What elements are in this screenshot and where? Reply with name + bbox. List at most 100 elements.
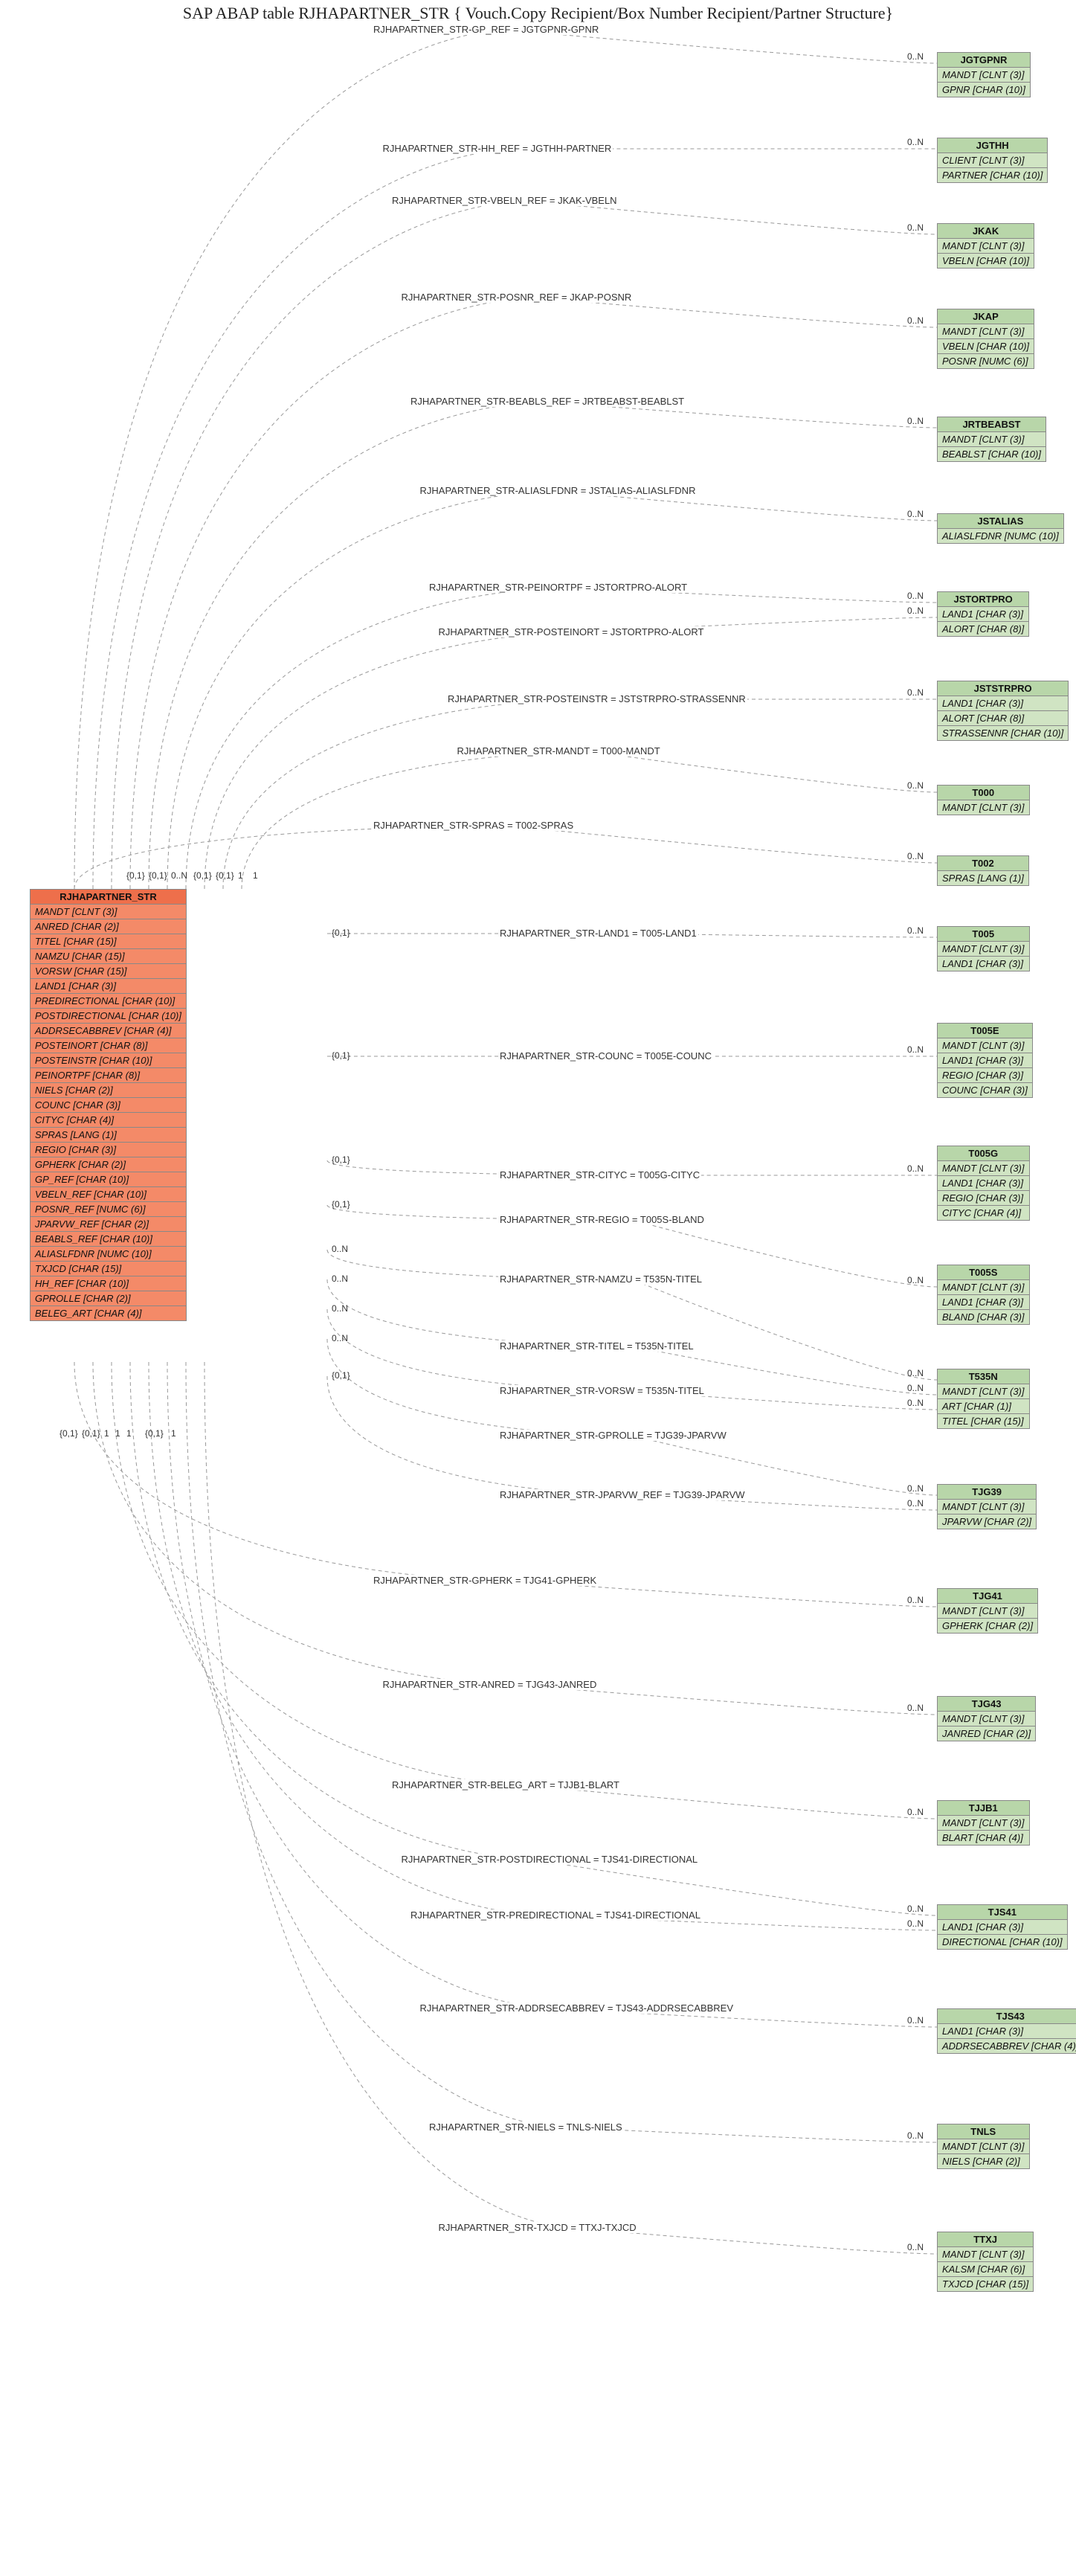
edge-label: RJHAPARTNER_STR-CITYC = T005G-CITYC bbox=[498, 1169, 701, 1181]
entity-field: MANDT [CLNT (3)] bbox=[30, 905, 187, 919]
cardinality-left: 0..N bbox=[171, 870, 187, 881]
entity-field: JPARVW_REF [CHAR (2)] bbox=[30, 1217, 187, 1232]
cardinality-right: 0..N bbox=[907, 2015, 924, 2026]
entity-field: MANDT [CLNT (3)] bbox=[938, 1038, 1033, 1053]
cardinality-right: 0..N bbox=[907, 1703, 924, 1713]
entity-field: TXJCD [CHAR (15)] bbox=[30, 1262, 187, 1276]
entity-field: POSTEINSTR [CHAR (10)] bbox=[30, 1053, 187, 1068]
entity-field: ADDRSECABBREV [CHAR (4)] bbox=[30, 1024, 187, 1038]
entity-field: VBELN [CHAR (10)] bbox=[938, 254, 1034, 269]
cardinality-left: {0,1} bbox=[332, 1199, 350, 1210]
entity-tjs43: TJS43LAND1 [CHAR (3)]ADDRSECABBREV [CHAR… bbox=[937, 2008, 1076, 2054]
entity-field: MANDT [CLNT (3)] bbox=[938, 239, 1034, 254]
entity-field: TXJCD [CHAR (15)] bbox=[938, 2277, 1034, 2292]
edge-label: RJHAPARTNER_STR-LAND1 = T005-LAND1 bbox=[498, 928, 698, 939]
cardinality-left: 1 bbox=[115, 1428, 120, 1439]
cardinality-left: {0,1} bbox=[193, 870, 212, 881]
entity-field: LAND1 [CHAR (3)] bbox=[938, 957, 1030, 971]
entity-field: JPARVW [CHAR (2)] bbox=[938, 1515, 1037, 1529]
entity-field: NIELS [CHAR (2)] bbox=[30, 1083, 187, 1098]
cardinality-left: 1 bbox=[171, 1428, 176, 1439]
edge-label: RJHAPARTNER_STR-COUNC = T005E-COUNC bbox=[498, 1050, 713, 1061]
entity-header: TJG39 bbox=[938, 1485, 1037, 1500]
entity-header: T000 bbox=[938, 786, 1030, 800]
entity-field: MANDT [CLNT (3)] bbox=[938, 1161, 1030, 1176]
entity-header: TTXJ bbox=[938, 2232, 1034, 2247]
entity-header: JSTALIAS bbox=[938, 514, 1064, 529]
entity-jrtbeabst: JRTBEABSTMANDT [CLNT (3)]BEABLST [CHAR (… bbox=[937, 417, 1046, 462]
cardinality-right: 0..N bbox=[907, 222, 924, 233]
edge-label: RJHAPARTNER_STR-PREDIRECTIONAL = TJS41-D… bbox=[409, 1909, 702, 1921]
entity-ttxj: TTXJMANDT [CLNT (3)]KALSM [CHAR (6)]TXJC… bbox=[937, 2232, 1034, 2292]
edge-label: RJHAPARTNER_STR-GPHERK = TJG41-GPHERK bbox=[372, 1575, 598, 1586]
cardinality-right: 0..N bbox=[907, 1368, 924, 1378]
entity-header: T005E bbox=[938, 1024, 1033, 1038]
entity-field: GP_REF [CHAR (10)] bbox=[30, 1172, 187, 1187]
entity-field: LAND1 [CHAR (3)] bbox=[938, 1295, 1030, 1310]
cardinality-right: 0..N bbox=[907, 51, 924, 62]
entity-jkap: JKAPMANDT [CLNT (3)]VBELN [CHAR (10)]POS… bbox=[937, 309, 1034, 369]
entity-field: SPRAS [LANG (1)] bbox=[30, 1128, 187, 1143]
entity-jststrpro: JSTSTRPROLAND1 [CHAR (3)]ALORT [CHAR (8)… bbox=[937, 681, 1069, 741]
cardinality-left: 1 bbox=[253, 870, 258, 881]
cardinality-left: {0,1} bbox=[126, 870, 145, 881]
entity-field: MANDT [CLNT (3)] bbox=[938, 1384, 1030, 1399]
cardinality-left: 1 bbox=[104, 1428, 109, 1439]
cardinality-left: 0..N bbox=[332, 1303, 348, 1314]
cardinality-left: {0,1} bbox=[332, 1154, 350, 1165]
entity-header: TJS43 bbox=[938, 2009, 1076, 2024]
entity-field: COUNC [CHAR (3)] bbox=[938, 1083, 1033, 1098]
entity-jgthh: JGTHHCLIENT [CLNT (3)]PARTNER [CHAR (10)… bbox=[937, 138, 1048, 183]
entity-field: MANDT [CLNT (3)] bbox=[938, 2139, 1030, 2154]
entity-field: POSNR [NUMC (6)] bbox=[938, 354, 1034, 369]
entity-field: ALORT [CHAR (8)] bbox=[938, 711, 1069, 726]
cardinality-right: 0..N bbox=[907, 1275, 924, 1285]
edge-label: RJHAPARTNER_STR-GPROLLE = TJG39-JPARVW bbox=[498, 1430, 728, 1441]
entity-t002: T002SPRAS [LANG (1)] bbox=[937, 855, 1029, 886]
entity-field: VBELN [CHAR (10)] bbox=[938, 339, 1034, 354]
entity-field: MANDT [CLNT (3)] bbox=[938, 68, 1031, 83]
edge-label: RJHAPARTNER_STR-NAMZU = T535N-TITEL bbox=[498, 1273, 703, 1285]
entity-field: MANDT [CLNT (3)] bbox=[938, 1712, 1036, 1727]
entity-field: VBELN_REF [CHAR (10)] bbox=[30, 1187, 187, 1202]
cardinality-left: {0,1} bbox=[145, 1428, 164, 1439]
entity-field: NIELS [CHAR (2)] bbox=[938, 2154, 1030, 2169]
entity-field: HH_REF [CHAR (10)] bbox=[30, 1276, 187, 1291]
entity-field: JANRED [CHAR (2)] bbox=[938, 1727, 1036, 1741]
entity-field: MANDT [CLNT (3)] bbox=[938, 1280, 1030, 1295]
entity-field: LAND1 [CHAR (3)] bbox=[938, 2024, 1076, 2039]
cardinality-right: 0..N bbox=[907, 687, 924, 698]
cardinality-left: {0,1} bbox=[332, 928, 350, 938]
entity-field: ART [CHAR (1)] bbox=[938, 1399, 1030, 1414]
cardinality-right: 0..N bbox=[907, 591, 924, 601]
entity-t000: T000MANDT [CLNT (3)] bbox=[937, 785, 1030, 815]
cardinality-left: 0..N bbox=[332, 1273, 348, 1284]
cardinality-left: {0,1} bbox=[82, 1428, 100, 1439]
entity-header: JKAP bbox=[938, 309, 1034, 324]
edge-label: RJHAPARTNER_STR-BEABLS_REF = JRTBEABST-B… bbox=[409, 396, 686, 407]
entity-header: TJJB1 bbox=[938, 1801, 1030, 1816]
entity-field: BEABLST [CHAR (10)] bbox=[938, 447, 1046, 462]
entity-field: LAND1 [CHAR (3)] bbox=[938, 607, 1029, 622]
entity-header: T535N bbox=[938, 1369, 1030, 1384]
cardinality-left: 0..N bbox=[332, 1244, 348, 1254]
edge-label: RJHAPARTNER_STR-BELEG_ART = TJJB1-BLART bbox=[390, 1779, 621, 1790]
entity-field: CITYC [CHAR (4)] bbox=[30, 1113, 187, 1128]
entity-field: COUNC [CHAR (3)] bbox=[30, 1098, 187, 1113]
edge-label: RJHAPARTNER_STR-ADDRSECABBREV = TJS43-AD… bbox=[419, 2002, 735, 2014]
cardinality-right: 0..N bbox=[907, 1595, 924, 1605]
entity-header: JRTBEABST bbox=[938, 417, 1046, 432]
entity-field: GPHERK [CHAR (2)] bbox=[30, 1157, 187, 1172]
cardinality-right: 0..N bbox=[907, 1904, 924, 1914]
entity-field: LAND1 [CHAR (3)] bbox=[938, 1920, 1068, 1935]
entity-header: TJG43 bbox=[938, 1697, 1036, 1712]
entity-header: JGTGPNR bbox=[938, 53, 1031, 68]
entity-tjg39: TJG39MANDT [CLNT (3)]JPARVW [CHAR (2)] bbox=[937, 1484, 1037, 1529]
entity-field: POSNR_REF [NUMC (6)] bbox=[30, 1202, 187, 1217]
cardinality-right: 0..N bbox=[907, 1044, 924, 1055]
entity-header: T005 bbox=[938, 927, 1030, 942]
entity-field: KALSM [CHAR (6)] bbox=[938, 2262, 1034, 2277]
entity-header: JSTSTRPRO bbox=[938, 681, 1069, 696]
entity-field: LAND1 [CHAR (3)] bbox=[30, 979, 187, 994]
entity-field: MANDT [CLNT (3)] bbox=[938, 432, 1046, 447]
